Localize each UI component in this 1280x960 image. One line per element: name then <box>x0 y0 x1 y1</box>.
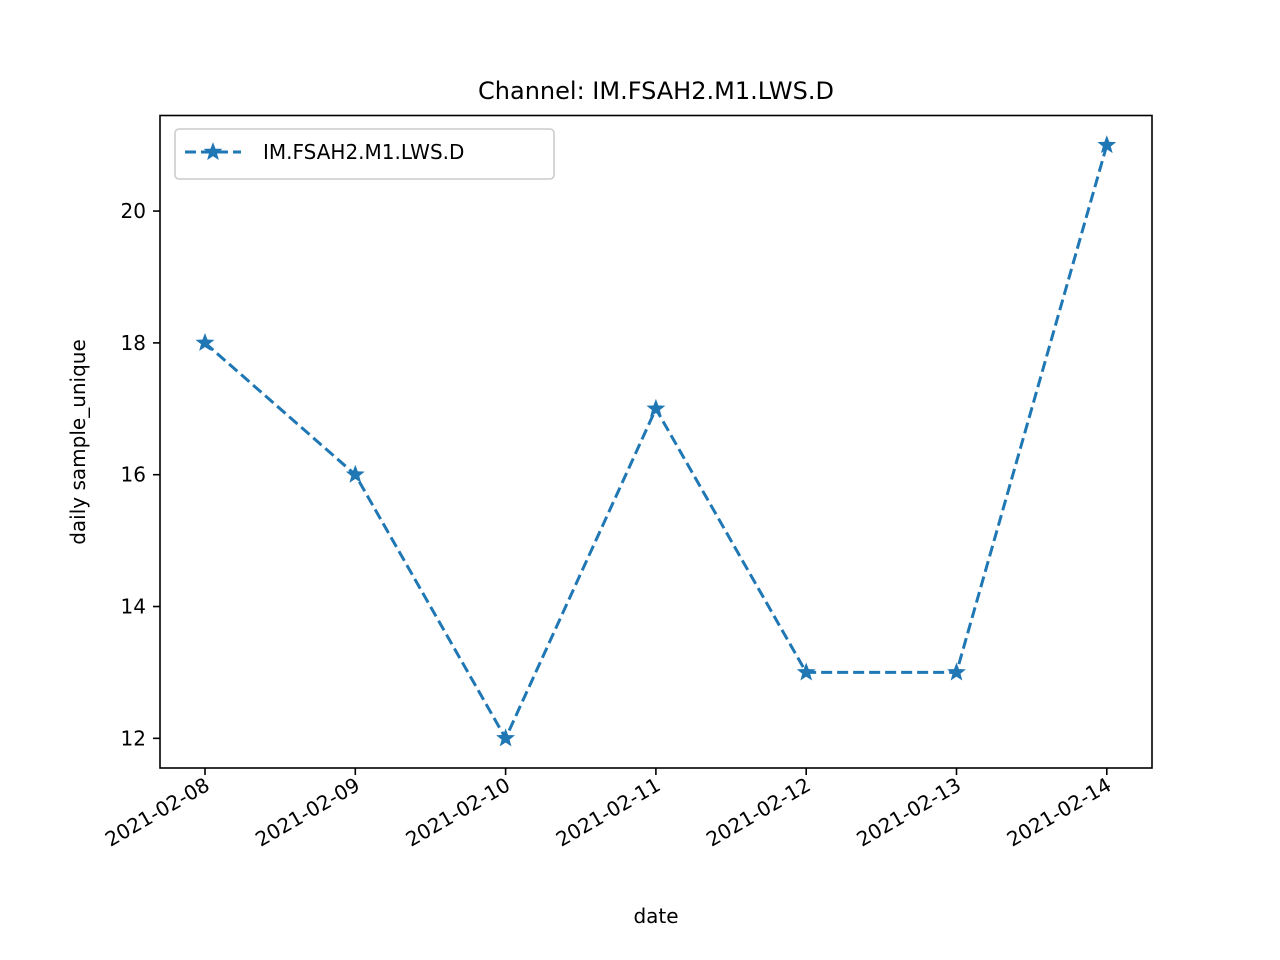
y-tick-label: 16 <box>121 463 146 487</box>
x-axis-ticks: 2021-02-08 2021-02-09 2021-02-10 2021-02-11… <box>101 768 1115 851</box>
legend-marker-star <box>203 142 223 161</box>
x-tick-label: 2021-02-11 <box>552 773 665 852</box>
x-tick-label: 2021-02-14 <box>1003 773 1116 852</box>
x-tick-label: 2021-02-12 <box>702 773 815 852</box>
legend-box <box>174 128 555 180</box>
data-point-marker <box>195 332 215 351</box>
legend: IM.FSAH2.M1.LWS.D <box>174 128 555 180</box>
x-axis-title: date <box>633 904 678 928</box>
y-tick-label: 12 <box>121 726 146 750</box>
y-tick-label: 20 <box>121 199 146 223</box>
data-point-marker <box>345 464 365 483</box>
y-tick-label: 18 <box>121 331 146 355</box>
x-tick-label: 2021-02-10 <box>401 773 514 852</box>
x-tick-label: 2021-02-13 <box>852 773 965 852</box>
chart-title: Channel: IM.FSAH2.M1.LWS.D <box>478 77 834 105</box>
data-point-marker <box>1097 135 1117 154</box>
plot-area-frame <box>159 114 1153 769</box>
legend-star-marker <box>203 142 223 161</box>
x-tick-label: 2021-02-08 <box>101 773 214 852</box>
series-line <box>204 144 1109 740</box>
x-tick-label: 2021-02-09 <box>251 773 364 852</box>
data-point-marker <box>646 398 666 417</box>
series-layer <box>195 135 1117 747</box>
data-point-marker <box>496 728 516 747</box>
legend-label: IM.FSAH2.M1.LWS.D <box>263 140 464 164</box>
y-tick-label: 14 <box>121 595 146 619</box>
data-point-marker <box>947 662 966 681</box>
y-axis-ticks: 12 14 16 18 20 <box>121 199 160 750</box>
y-axis-title: daily sample_unique <box>66 339 90 545</box>
data-point-marker <box>796 662 816 681</box>
